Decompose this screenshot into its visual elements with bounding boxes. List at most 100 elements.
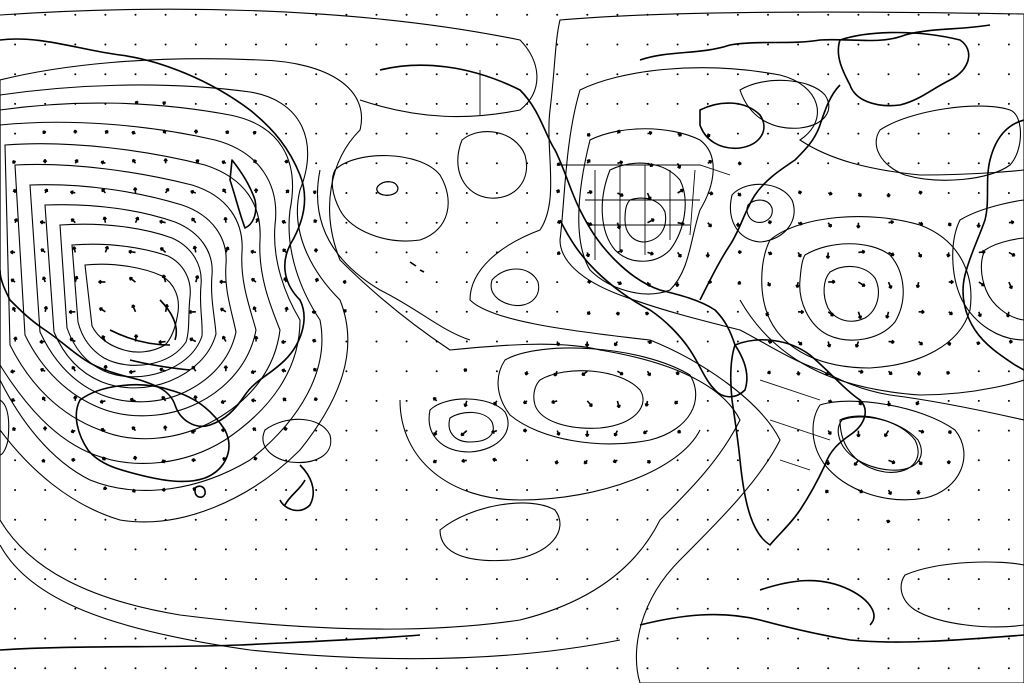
wind-calm-dot <box>345 221 348 224</box>
wind-calm-dot <box>224 607 227 610</box>
wind-calm-dot <box>736 459 739 462</box>
wind-calm-dot <box>556 73 559 76</box>
wind-arrow <box>255 217 260 224</box>
wind-calm-dot <box>556 607 559 610</box>
wind-calm-dot <box>827 637 830 640</box>
wind-arrow <box>616 370 624 376</box>
wind-calm-dot <box>224 43 227 46</box>
wind-calm-dot <box>616 13 619 16</box>
wind-calm-dot <box>255 637 257 640</box>
wind-calm-dot <box>224 578 227 581</box>
wind-calm-dot <box>887 637 890 640</box>
wind-arrow <box>642 429 648 435</box>
neutral-islands <box>331 105 1021 501</box>
wind-calm-dot <box>767 607 769 610</box>
wind-calm-dot <box>315 43 318 46</box>
coastline-antarctica <box>0 579 1024 651</box>
wind-calm-dot <box>495 281 498 284</box>
wind-arrow <box>463 400 468 408</box>
wind-calm-dot <box>1007 607 1010 610</box>
wind-calm-dot <box>767 548 769 551</box>
wind-calm-dot <box>405 73 408 76</box>
wind-calm-dot <box>74 607 77 610</box>
wind-arrow <box>104 245 109 253</box>
wind-calm-dot <box>405 578 408 581</box>
wind-calm-dot <box>465 578 468 581</box>
wind-calm-dot <box>676 667 679 670</box>
wind-calm-dot <box>134 43 137 46</box>
wind-calm-dot <box>435 370 438 373</box>
wind-arrow <box>461 458 467 463</box>
wind-calm-dot <box>375 518 378 521</box>
wind-arrow <box>100 427 106 433</box>
wind-arrow <box>644 400 649 407</box>
wind-calm-dot <box>1007 399 1010 402</box>
wind-calm-dot <box>495 489 498 491</box>
wind-arrow <box>707 222 713 228</box>
wind-calm-dot <box>164 637 167 640</box>
wind-calm-dot <box>736 518 739 521</box>
wind-calm-dot <box>375 489 378 491</box>
atlantic-outer-contour <box>739 299 1024 396</box>
wind-calm-dot <box>44 13 47 16</box>
wind-arrow <box>460 429 468 437</box>
wind-calm-dot <box>104 578 107 581</box>
wind-calm-dot <box>345 429 348 432</box>
wind-arrow <box>189 337 197 343</box>
wind-arrow <box>12 426 17 432</box>
wind-arrow <box>646 281 651 287</box>
wind-calm-dot <box>405 489 408 491</box>
wind-calm-dot <box>526 221 529 224</box>
wind-arrow <box>947 222 952 227</box>
wind-calm-dot <box>586 578 589 581</box>
wind-arrow <box>134 216 140 224</box>
wind-calm-dot <box>375 43 378 46</box>
positive-contour-europe <box>952 199 1024 341</box>
coastline-greenland <box>837 31 970 107</box>
wind-arrow <box>976 222 981 228</box>
wind-arrow <box>827 311 835 317</box>
wind-calm-dot <box>315 548 318 551</box>
wind-calm-dot <box>857 43 860 46</box>
wind-calm-dot <box>164 43 167 46</box>
wind-calm-dot <box>676 607 679 610</box>
border-us-states-1 <box>585 165 700 260</box>
wind-calm-dot <box>857 667 860 670</box>
wind-calm-dot <box>405 340 408 343</box>
wind-arrow <box>765 311 770 317</box>
wind-calm-dot <box>405 162 408 165</box>
border-south-america <box>759 379 831 471</box>
coastline-canadian-arctic <box>639 24 991 150</box>
wind-arrow <box>128 369 136 375</box>
wind-calm-dot <box>104 637 107 640</box>
wind-calm-dot <box>375 667 378 670</box>
wind-calm-dot <box>465 340 468 343</box>
wind-calm-dot <box>345 370 348 373</box>
negative-contour-10 <box>71 243 191 366</box>
wind-calm-dot <box>616 489 619 491</box>
wind-arrow <box>767 339 773 344</box>
wind-calm-dot <box>676 102 679 105</box>
wind-calm-dot <box>285 489 288 491</box>
wind-calm-dot <box>74 578 77 581</box>
wind-arrow <box>194 275 200 283</box>
wind-calm-dot <box>616 578 619 581</box>
wind-arrow <box>102 486 108 491</box>
wind-calm-dot <box>1007 578 1010 581</box>
wind-calm-dot <box>104 43 107 46</box>
wind-calm-dot <box>917 43 920 46</box>
wind-calm-dot <box>495 102 498 105</box>
wind-calm-dot <box>495 548 498 551</box>
wind-arrow <box>73 395 78 401</box>
wind-calm-dot <box>345 162 348 165</box>
pacific-contour-mid <box>316 169 471 341</box>
wind-calm-dot <box>947 637 950 640</box>
wind-arrow <box>132 158 137 164</box>
wind-arrow <box>795 281 800 289</box>
wind-arrow <box>916 489 921 495</box>
negative-anomaly-field <box>0 58 919 630</box>
wind-calm-dot <box>285 13 288 16</box>
wind-calm-dot <box>255 43 257 46</box>
wind-arrow <box>134 100 139 105</box>
